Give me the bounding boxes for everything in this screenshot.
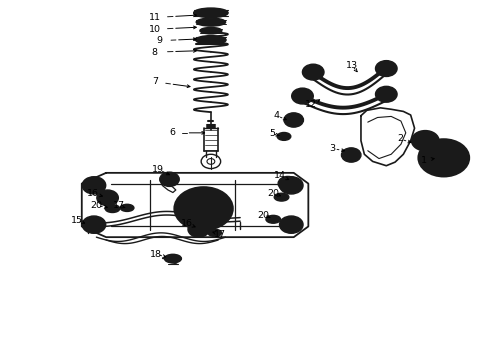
Ellipse shape bbox=[105, 204, 120, 212]
Ellipse shape bbox=[194, 8, 228, 18]
Text: 20: 20 bbox=[258, 211, 270, 220]
Circle shape bbox=[109, 206, 116, 211]
Circle shape bbox=[174, 187, 233, 230]
Ellipse shape bbox=[204, 20, 218, 24]
Text: 20: 20 bbox=[90, 201, 102, 210]
Text: 1: 1 bbox=[421, 156, 427, 165]
Circle shape bbox=[82, 216, 106, 233]
Circle shape bbox=[438, 154, 450, 162]
Circle shape bbox=[375, 86, 397, 102]
Text: 14: 14 bbox=[274, 171, 286, 180]
Text: 3: 3 bbox=[330, 144, 336, 153]
Text: 17: 17 bbox=[113, 201, 125, 210]
Circle shape bbox=[198, 204, 209, 213]
Circle shape bbox=[418, 136, 432, 146]
Text: 17: 17 bbox=[214, 230, 226, 239]
Circle shape bbox=[297, 93, 307, 100]
Circle shape bbox=[188, 197, 220, 220]
Circle shape bbox=[278, 194, 286, 200]
Circle shape bbox=[302, 64, 324, 80]
Circle shape bbox=[289, 117, 298, 123]
Circle shape bbox=[284, 113, 303, 127]
Circle shape bbox=[280, 216, 303, 233]
Text: 4: 4 bbox=[274, 111, 280, 120]
Circle shape bbox=[412, 131, 439, 151]
Circle shape bbox=[418, 139, 469, 176]
Text: 10: 10 bbox=[149, 25, 161, 34]
Circle shape bbox=[286, 181, 296, 189]
Ellipse shape bbox=[203, 38, 218, 42]
Circle shape bbox=[423, 139, 428, 143]
Ellipse shape bbox=[281, 135, 288, 138]
Ellipse shape bbox=[200, 27, 222, 34]
Text: 8: 8 bbox=[152, 48, 158, 57]
Circle shape bbox=[97, 190, 118, 206]
Circle shape bbox=[280, 177, 303, 194]
Circle shape bbox=[270, 216, 277, 222]
Text: 12: 12 bbox=[305, 100, 317, 109]
Ellipse shape bbox=[208, 229, 221, 237]
Ellipse shape bbox=[164, 254, 181, 263]
Circle shape bbox=[375, 61, 397, 76]
Circle shape bbox=[292, 88, 313, 104]
Circle shape bbox=[89, 221, 99, 229]
Ellipse shape bbox=[120, 204, 134, 211]
Text: 20: 20 bbox=[267, 189, 279, 198]
Circle shape bbox=[308, 68, 318, 76]
Text: 19: 19 bbox=[152, 165, 164, 174]
Ellipse shape bbox=[124, 206, 130, 210]
Circle shape bbox=[160, 172, 179, 186]
Circle shape bbox=[103, 194, 113, 202]
Ellipse shape bbox=[196, 18, 225, 26]
Ellipse shape bbox=[266, 215, 281, 223]
Text: 2: 2 bbox=[397, 134, 403, 143]
Text: 13: 13 bbox=[346, 61, 358, 70]
Ellipse shape bbox=[212, 231, 218, 234]
Ellipse shape bbox=[202, 10, 220, 16]
Circle shape bbox=[194, 226, 203, 233]
Text: 7: 7 bbox=[152, 77, 158, 86]
Ellipse shape bbox=[274, 193, 289, 201]
Text: 16: 16 bbox=[87, 189, 99, 198]
Circle shape bbox=[381, 65, 391, 72]
Circle shape bbox=[429, 147, 459, 168]
Circle shape bbox=[381, 91, 391, 98]
Circle shape bbox=[347, 152, 356, 158]
Ellipse shape bbox=[196, 36, 226, 44]
Text: 16: 16 bbox=[180, 219, 193, 228]
Circle shape bbox=[82, 177, 106, 194]
Circle shape bbox=[342, 148, 361, 162]
Circle shape bbox=[278, 176, 297, 191]
Text: 5: 5 bbox=[269, 129, 275, 138]
Text: 18: 18 bbox=[150, 250, 162, 259]
Ellipse shape bbox=[277, 132, 291, 140]
Text: 11: 11 bbox=[149, 13, 161, 22]
Circle shape bbox=[284, 180, 292, 187]
Text: 15: 15 bbox=[71, 216, 83, 225]
Circle shape bbox=[286, 221, 296, 229]
Text: 6: 6 bbox=[169, 129, 175, 138]
Circle shape bbox=[188, 221, 209, 237]
Ellipse shape bbox=[169, 256, 177, 261]
Text: 9: 9 bbox=[157, 36, 163, 45]
Circle shape bbox=[89, 181, 99, 189]
Ellipse shape bbox=[205, 29, 216, 32]
Circle shape bbox=[165, 176, 174, 183]
